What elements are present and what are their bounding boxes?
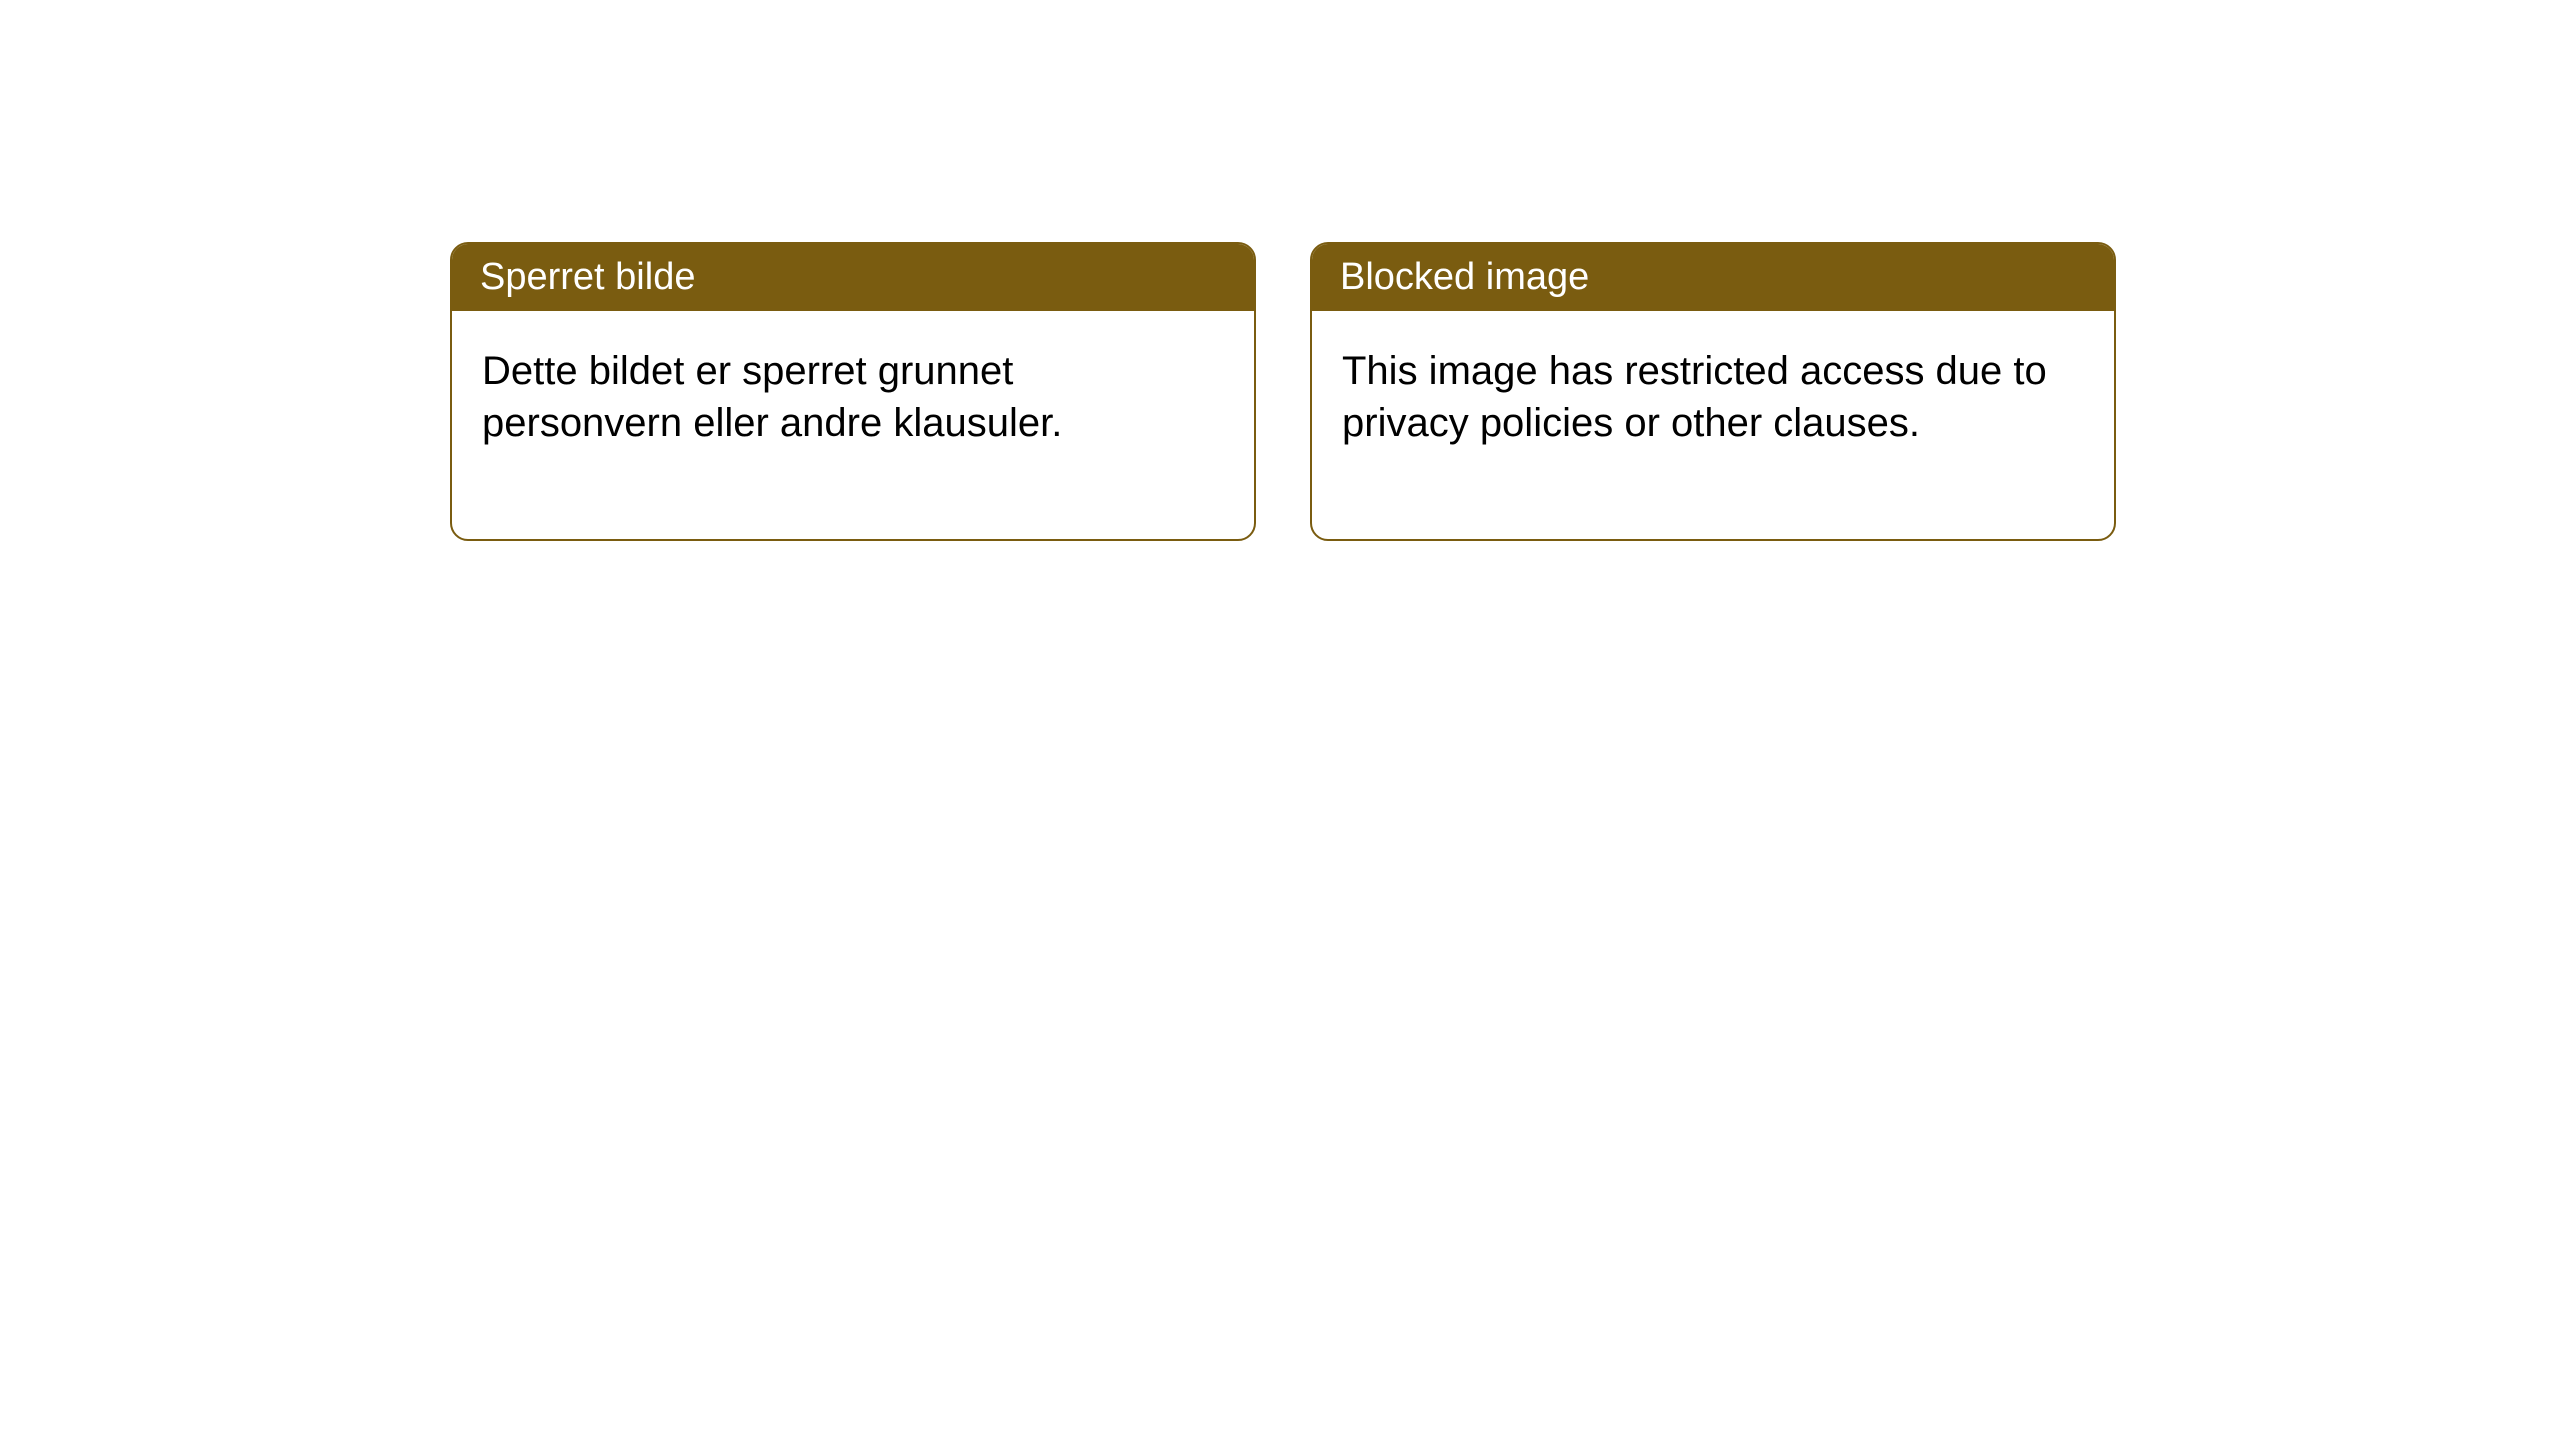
notice-header-norwegian: Sperret bilde <box>452 244 1254 311</box>
notice-card-english: Blocked image This image has restricted … <box>1310 242 2116 541</box>
notice-cards-container: Sperret bilde Dette bildet er sperret gr… <box>450 242 2116 541</box>
notice-card-norwegian: Sperret bilde Dette bildet er sperret gr… <box>450 242 1256 541</box>
notice-header-english: Blocked image <box>1312 244 2114 311</box>
notice-body-english: This image has restricted access due to … <box>1312 311 2114 539</box>
notice-body-norwegian: Dette bildet er sperret grunnet personve… <box>452 311 1254 539</box>
